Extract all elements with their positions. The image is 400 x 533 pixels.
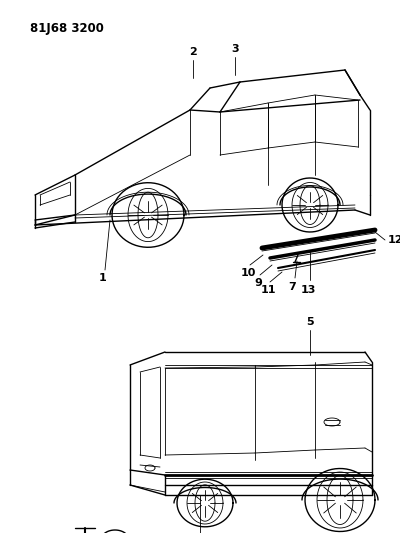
Text: 10: 10 — [240, 268, 256, 278]
Text: 12: 12 — [388, 235, 400, 245]
Text: 9: 9 — [254, 278, 262, 288]
Text: 11: 11 — [260, 285, 276, 295]
Text: 3: 3 — [231, 44, 239, 54]
Text: 1: 1 — [99, 273, 107, 283]
Text: 13: 13 — [300, 285, 316, 295]
Text: 2: 2 — [189, 47, 197, 57]
Text: 7: 7 — [288, 282, 296, 292]
Text: 5: 5 — [306, 317, 314, 327]
Text: 81J68 3200: 81J68 3200 — [30, 22, 104, 35]
